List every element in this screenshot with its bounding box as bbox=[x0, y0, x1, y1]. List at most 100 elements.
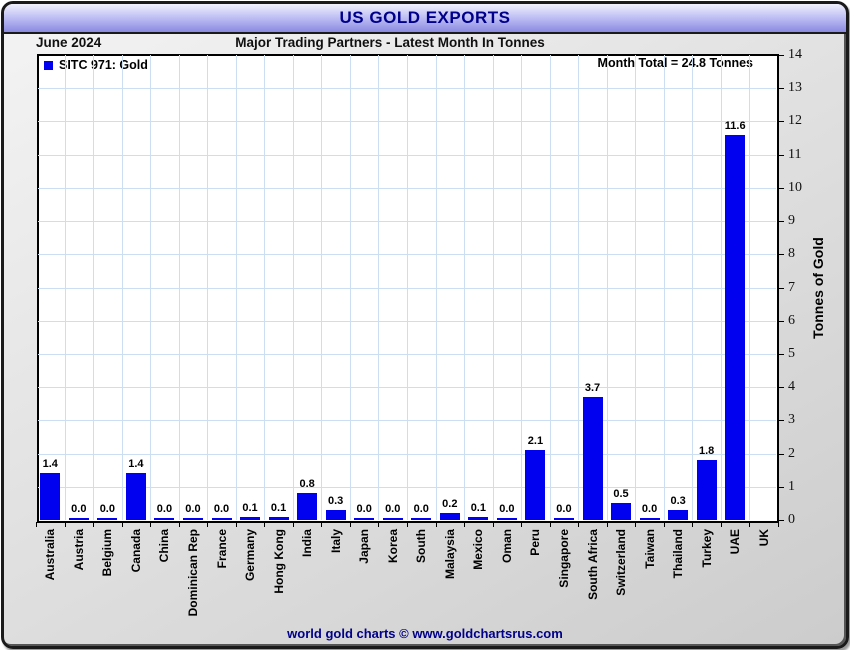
bar-value-label: 0.0 bbox=[213, 503, 230, 515]
horizontal-gridline bbox=[38, 88, 776, 90]
bar-value-label: 3.7 bbox=[584, 382, 601, 394]
x-axis-tick bbox=[778, 522, 779, 527]
y-tick-label: 4 bbox=[788, 379, 795, 395]
bar-value-label: 0.0 bbox=[356, 503, 372, 515]
bar-peru bbox=[525, 450, 546, 520]
x-axis-tick bbox=[663, 522, 665, 527]
x-tick-label: Hong Kong bbox=[271, 529, 286, 594]
y-tick-label: 13 bbox=[788, 80, 802, 96]
bar-mexico bbox=[468, 517, 489, 520]
x-axis-tick bbox=[492, 522, 494, 527]
y-tick-label: 8 bbox=[788, 246, 795, 262]
x-axis-tick bbox=[749, 522, 751, 527]
legend-swatch-icon bbox=[44, 60, 53, 70]
y-tick-label: 2 bbox=[788, 445, 795, 461]
x-tick-label: Taiwan bbox=[642, 529, 657, 569]
x-axis-tick bbox=[321, 522, 323, 527]
header-band: US GOLD EXPORTS bbox=[4, 4, 846, 34]
bar-value-label: 0.3 bbox=[670, 495, 686, 507]
x-tick-label: Switzerland bbox=[614, 529, 629, 596]
x-tick-label: UK bbox=[756, 529, 771, 547]
bar-canada bbox=[125, 473, 146, 520]
x-axis-tick bbox=[36, 522, 37, 527]
x-tick-label: Korea bbox=[385, 529, 400, 564]
bar-value-label: 0.0 bbox=[385, 503, 401, 515]
x-tick-label: Austria bbox=[71, 529, 86, 571]
x-axis-tick bbox=[64, 522, 66, 527]
y-tick-label: 0 bbox=[788, 512, 795, 527]
horizontal-gridline bbox=[38, 254, 776, 256]
x-tick-label: Japan bbox=[357, 529, 372, 564]
x-axis-tick bbox=[606, 522, 608, 527]
bar-value-label: 0.0 bbox=[556, 503, 572, 515]
x-tick-label: Thailand bbox=[671, 529, 686, 579]
bar-value-label: 0.0 bbox=[499, 503, 515, 515]
x-tick-label: UAE bbox=[728, 529, 743, 555]
x-axis-tick bbox=[207, 522, 209, 527]
bar-value-label: 0.5 bbox=[613, 488, 629, 500]
bar-thailand bbox=[668, 510, 689, 520]
bar-value-label: 0.0 bbox=[413, 503, 429, 515]
horizontal-gridline bbox=[38, 121, 776, 123]
bar-singapore bbox=[553, 518, 574, 520]
x-tick-label: China bbox=[157, 529, 172, 563]
x-axis-tick bbox=[521, 522, 523, 527]
y-axis-title: Tonnes of Gold bbox=[810, 236, 826, 339]
bar-uae bbox=[725, 135, 746, 520]
x-tick-label: Peru bbox=[528, 529, 543, 556]
x-axis-tick bbox=[578, 522, 580, 527]
x-axis-tick bbox=[264, 522, 266, 527]
legend-label: SITC 971: Gold bbox=[59, 58, 148, 72]
bar-value-label: 2.1 bbox=[527, 435, 544, 447]
bar-value-label: 11.6 bbox=[724, 120, 746, 132]
bar-value-label: 1.8 bbox=[698, 445, 715, 457]
x-tick-label: India bbox=[300, 529, 315, 558]
y-tick-label: 5 bbox=[788, 345, 795, 361]
bar-malaysia bbox=[439, 513, 460, 520]
horizontal-gridline bbox=[38, 486, 776, 488]
bar-taiwan bbox=[639, 518, 660, 520]
bar-value-label: 0.2 bbox=[442, 498, 458, 510]
horizontal-gridline bbox=[38, 287, 776, 289]
x-axis-tick bbox=[692, 522, 694, 527]
x-axis-tick bbox=[349, 522, 351, 527]
bar-turkey bbox=[696, 460, 717, 520]
bar-value-label: 0.1 bbox=[470, 502, 486, 514]
x-tick-label: Mexico bbox=[471, 529, 486, 570]
x-axis-tick bbox=[435, 522, 437, 527]
x-tick-label: Belgium bbox=[100, 529, 115, 577]
footer-credit: world gold charts © www.goldchartsrus.co… bbox=[287, 626, 563, 641]
x-axis-tick bbox=[292, 522, 294, 527]
x-tick-label: South bbox=[414, 529, 429, 563]
y-axis-tick bbox=[778, 486, 784, 488]
y-axis-tick bbox=[778, 55, 784, 56]
bar-oman bbox=[496, 518, 517, 520]
x-tick-label: Italy bbox=[328, 529, 343, 554]
y-tick-label: 3 bbox=[788, 412, 795, 428]
x-tick-label: Dominican Rep bbox=[185, 529, 200, 617]
legend: SITC 971: Gold bbox=[44, 58, 148, 72]
y-axis-tick bbox=[778, 254, 784, 256]
horizontal-gridline bbox=[38, 187, 776, 189]
bar-switzerland bbox=[611, 503, 632, 520]
y-tick-label: 10 bbox=[788, 179, 802, 195]
bar-value-label: 0.0 bbox=[71, 503, 87, 515]
x-axis-tick bbox=[720, 522, 722, 527]
bar-japan bbox=[354, 518, 375, 520]
x-tick-label: Oman bbox=[499, 529, 514, 564]
bar-italy bbox=[325, 510, 346, 520]
y-tick-label: 7 bbox=[788, 279, 795, 295]
y-axis-tick bbox=[778, 154, 784, 156]
bar-south bbox=[411, 518, 432, 520]
bar-korea bbox=[382, 518, 403, 520]
bar-hong-kong bbox=[268, 517, 289, 520]
x-axis-tick bbox=[150, 522, 152, 527]
x-tick-label: Germany bbox=[243, 529, 258, 582]
y-tick-label: 9 bbox=[788, 213, 795, 229]
bar-value-label: 0.1 bbox=[242, 502, 258, 514]
x-tick-label: Turkey bbox=[699, 529, 714, 568]
y-axis-tick bbox=[778, 520, 784, 521]
bar-value-label: 0.0 bbox=[156, 503, 173, 515]
bar-value-label: 0.3 bbox=[327, 495, 344, 507]
